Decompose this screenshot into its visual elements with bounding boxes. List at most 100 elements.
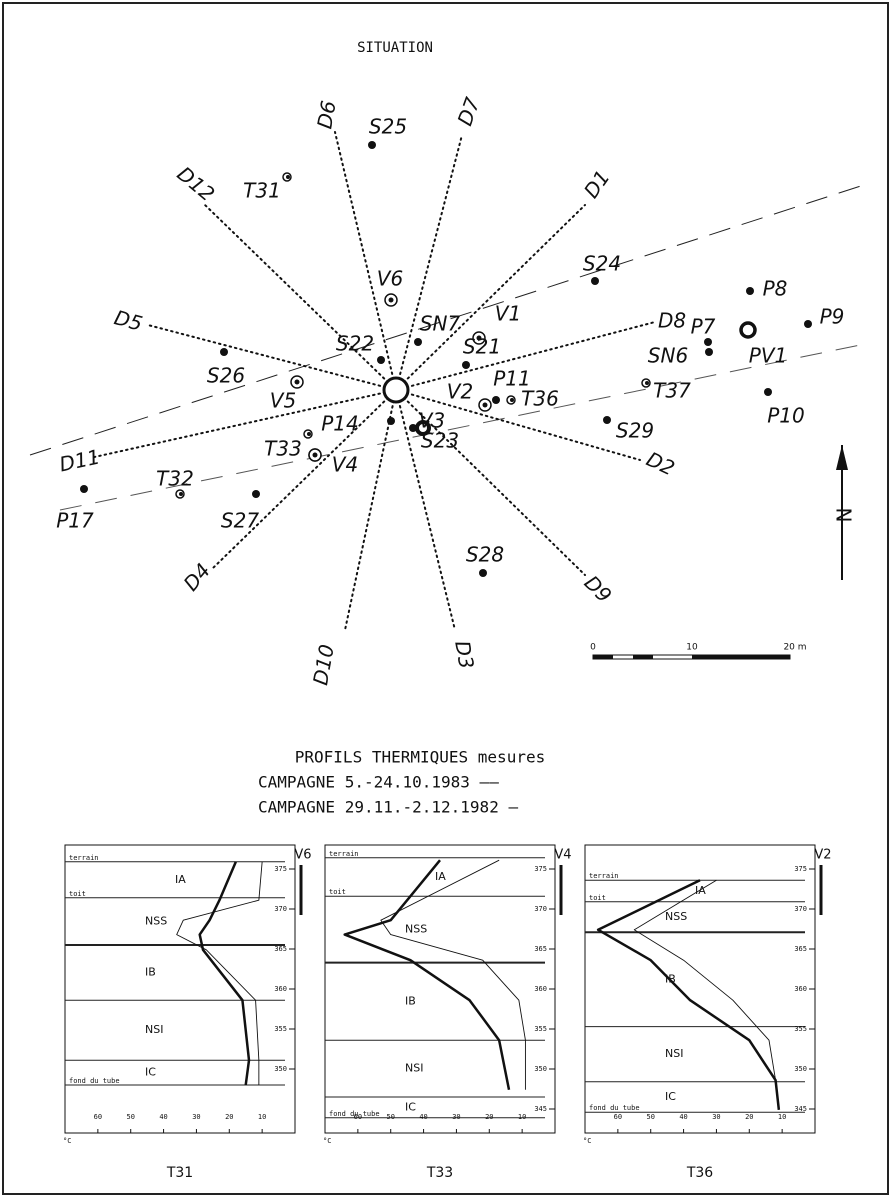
scale-bar: 0 10 20 m xyxy=(590,643,807,660)
elevation-tick-label: 370 xyxy=(274,905,287,913)
boundary-label: fond du tube xyxy=(329,1110,380,1118)
borehole-label: V4 xyxy=(554,848,571,863)
zone-label: IA xyxy=(175,873,186,886)
ray-label: D12 xyxy=(173,162,220,207)
zone-label: IB xyxy=(145,966,156,979)
point xyxy=(482,402,488,408)
elevation-tick-label: 360 xyxy=(534,985,547,993)
point xyxy=(804,320,812,328)
map: D6 D7 D1 D12 D5 D8 D11 D2 D4 D9 D10 D3 S25 T31 S24 V6 V1… xyxy=(56,94,844,687)
point xyxy=(312,452,318,458)
legend-entry: CAMPAGNE 29.11.-2.12.1982 — xyxy=(258,798,518,817)
ray-label: D3 xyxy=(450,639,479,671)
legend-entry: CAMPAGNE 5.-24.10.1983 —— xyxy=(258,773,499,792)
temperature-tick-label: 50 xyxy=(646,1113,654,1121)
ray xyxy=(395,389,456,631)
zone-label: IC xyxy=(665,1090,676,1103)
panel-label: T36 xyxy=(686,1165,713,1181)
ray xyxy=(395,204,586,391)
panel-label: T33 xyxy=(426,1165,453,1181)
center-well xyxy=(382,376,410,404)
elevation-tick-label: 370 xyxy=(794,905,807,913)
zone-label: IA xyxy=(435,870,446,883)
ray-label: D6 xyxy=(312,99,341,131)
temperature-tick-label: 10 xyxy=(258,1113,266,1121)
temperature-tick-label: 30 xyxy=(452,1113,460,1121)
temperature-tick-label: 50 xyxy=(386,1113,394,1121)
point-label: S28 xyxy=(466,543,504,567)
elevation-tick-label: 355 xyxy=(794,1025,807,1033)
scale-label: 0 xyxy=(590,643,596,653)
dashed-line xyxy=(59,344,861,511)
ray-label: D2 xyxy=(643,447,679,481)
panel xyxy=(64,844,296,1134)
point xyxy=(645,381,649,385)
point xyxy=(704,338,712,346)
dashed-line xyxy=(29,182,871,456)
elevation-tick-label: 375 xyxy=(274,865,287,873)
temperature-tick-label: 20 xyxy=(745,1113,753,1121)
profile-curve xyxy=(176,861,263,1085)
temperature-tick-label: 60 xyxy=(94,1113,102,1121)
boundary-label: fond du tube xyxy=(589,1104,640,1112)
ray-label: D5 xyxy=(112,305,145,335)
point xyxy=(252,490,260,498)
boundary-label: toit xyxy=(329,888,346,896)
borehole-label: V2 xyxy=(814,848,831,863)
point-label: SN6 xyxy=(648,344,688,368)
point xyxy=(307,432,311,436)
point-label: S27 xyxy=(221,509,259,533)
temperature-tick-label: 10 xyxy=(778,1113,786,1121)
temperature-tick-label: 30 xyxy=(712,1113,720,1121)
point xyxy=(739,321,757,339)
elevation-tick-label: 345 xyxy=(534,1105,547,1113)
point-label: P10 xyxy=(767,404,805,428)
point xyxy=(414,338,422,346)
point-label: V6 xyxy=(377,267,403,291)
situation-title: SITUATION xyxy=(357,40,433,56)
temperature-unit: °C xyxy=(63,1137,71,1145)
temperature-tick-label: 20 xyxy=(485,1113,493,1121)
scale-bar xyxy=(593,655,613,659)
profile-curve xyxy=(343,859,511,1091)
point-label: S25 xyxy=(369,115,407,139)
boundary-label: terrain xyxy=(329,850,359,858)
point xyxy=(409,424,417,432)
point-label: T31 xyxy=(243,179,281,203)
point-label: T37 xyxy=(653,379,691,403)
point-label: T32 xyxy=(156,467,194,491)
temperature-tick-label: 30 xyxy=(192,1113,200,1121)
scale-label: 20 m xyxy=(783,643,806,653)
ray xyxy=(395,321,656,391)
ray xyxy=(334,131,397,391)
elevation-tick-label: 365 xyxy=(794,945,807,953)
zone-label: IA xyxy=(695,884,706,897)
point-label: S23 xyxy=(421,429,459,453)
point-label: PV1 xyxy=(749,344,787,368)
ray-label: D11 xyxy=(57,445,102,477)
point xyxy=(476,335,482,341)
point xyxy=(388,297,394,303)
temperature-tick-label: 10 xyxy=(518,1113,526,1121)
north-label: N xyxy=(832,508,856,523)
point-label: P9 xyxy=(820,305,845,329)
elevation-tick-label: 375 xyxy=(794,865,807,873)
zone-label: IC xyxy=(405,1100,416,1113)
ray xyxy=(344,389,397,631)
boundary-label: toit xyxy=(589,894,606,902)
ray xyxy=(204,204,397,391)
profiles-title: PROFILS THERMIQUES mesures xyxy=(295,748,545,767)
elevation-tick-label: 350 xyxy=(794,1065,807,1073)
point-label: P14 xyxy=(321,412,359,436)
temperature-tick-label: 40 xyxy=(679,1113,687,1121)
point-label: SN7 xyxy=(420,312,461,336)
point xyxy=(705,348,713,356)
point-label: V2 xyxy=(447,380,473,404)
ray-label: D8 xyxy=(658,309,686,333)
point xyxy=(80,485,88,493)
zone-label: IC xyxy=(145,1066,156,1079)
ray-label: D4 xyxy=(179,559,215,596)
point-label: T36 xyxy=(521,387,559,411)
point-label: V4 xyxy=(332,453,358,477)
